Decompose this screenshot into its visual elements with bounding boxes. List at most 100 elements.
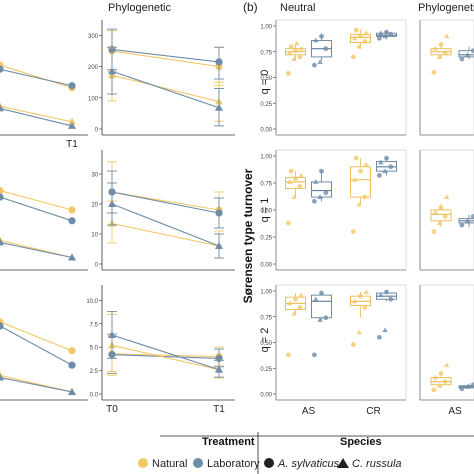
q-label-2: q = 2 bbox=[259, 328, 271, 353]
b-neutral-q2-box-1-1-pt-1 bbox=[382, 327, 388, 333]
b-neutral-q2-box-0-0-pt-3 bbox=[286, 300, 293, 306]
b-neutral-q2-box-1-0-pt-2 bbox=[323, 315, 329, 321]
a-phylo-q2-series-3-point-0 bbox=[108, 331, 116, 339]
b-neutral-q1-box-0-0-pt-1 bbox=[291, 194, 297, 200]
b-neutral-q0-box-1-0-pt-1 bbox=[317, 59, 323, 65]
b-neutral-q2-box-0-1-pt-2 bbox=[362, 305, 368, 310]
a-left-q1-series-3-line bbox=[0, 241, 73, 259]
b-neutral-q2-xtick-label-0: AS bbox=[302, 406, 316, 417]
a-phylo-q0-series-3-point-0 bbox=[108, 67, 116, 75]
facet-frame-0-0 bbox=[275, 19, 407, 136]
a-phylo-q0-series-2-line bbox=[111, 74, 220, 103]
a-left-q0-xtick-label-1: T1 bbox=[66, 139, 78, 150]
b-neutral-q1-box-0-1-pt-5 bbox=[363, 161, 370, 167]
a-phylo-q1-series-2-line bbox=[111, 222, 220, 247]
b-neutral-q0-box-0-0-pt-2 bbox=[297, 54, 303, 60]
b-neutral-q0-ytick-label-2: 0.50 bbox=[260, 76, 272, 82]
a-left-q1-series-0-point-1 bbox=[68, 206, 76, 214]
a-phylo-q1-series-1-point-1 bbox=[215, 209, 223, 217]
b-neutral-q1-box-1-0-pt-2 bbox=[323, 190, 329, 196]
a-phylo-q1-series-3-point-1 bbox=[215, 242, 223, 249]
b-neutral-q0-ytick-label-3: 0.75 bbox=[260, 50, 272, 56]
b-neutral-q1-box-0-0-pt-2 bbox=[297, 183, 303, 189]
b-neutral-q1-box-0-0-pt-5 bbox=[298, 172, 305, 178]
b-neutral-q2-box-0-0-pt-2 bbox=[297, 305, 303, 310]
b-phylo-q2-box-0-0-pt-1 bbox=[436, 382, 443, 388]
b-neutral-q1-box-1-1-pt-4 bbox=[384, 155, 389, 161]
b-neutral-q1-box-1-0-pt-3 bbox=[312, 179, 319, 184]
col-title-neutral: Neutral bbox=[280, 2, 315, 14]
a-phylo-q2-xtick-label-1: T1 bbox=[213, 404, 225, 415]
b-phylo-q1-box-0-0-pt-4 bbox=[438, 205, 444, 211]
a-phylo-q2-series-1-line bbox=[111, 354, 220, 359]
b-phylo-q1-box-0-0-pt-1 bbox=[436, 220, 443, 225]
a-phylo-q2-series-3-line bbox=[111, 334, 220, 371]
b-phylo-q0-box-0-0-pt-3 bbox=[432, 45, 439, 51]
b-neutral-q2-box-1-1-pt-0 bbox=[376, 334, 382, 340]
b-neutral-q0-box-0-0-pt-3 bbox=[286, 49, 293, 55]
b-neutral-q2-ytick-label-0: 0.00 bbox=[260, 393, 272, 399]
b-neutral-q2-xtick-label-1: CR bbox=[366, 406, 380, 417]
b-neutral-q2-box-0-0-pt-0 bbox=[285, 352, 291, 358]
b-phylo-q1-box-0-0-pt-5 bbox=[443, 194, 450, 200]
b-neutral-q1-box-0-1-pt-1 bbox=[356, 201, 362, 207]
b-phylo-q1-box-0-0-pt-0 bbox=[431, 229, 437, 235]
legend-species1-swatch bbox=[264, 458, 274, 468]
a-left-q2-series-3-line bbox=[0, 376, 73, 393]
b-neutral-q1-box-0-0-pt-4 bbox=[293, 176, 298, 182]
b-neutral-q0-box-0-1-pt-3 bbox=[351, 35, 358, 41]
q-label-0: q = 0 bbox=[259, 70, 271, 95]
b-neutral-q1-box-0-1-pt-3 bbox=[351, 176, 358, 182]
a-phylo-q0-series-1-line bbox=[111, 48, 220, 63]
a-phylo-q2-xtick-label-0: T0 bbox=[106, 404, 118, 415]
b-neutral-q1-box-1-1-pt-2 bbox=[388, 164, 394, 170]
b-phylo-q1-box-1-0-pt-1 bbox=[464, 218, 471, 223]
b-neutral-q0-box-0-1-pt-0 bbox=[350, 54, 356, 60]
a-phylo-q1-series-1-line bbox=[111, 191, 220, 214]
b-neutral-q1-box-1-1-pt-1 bbox=[382, 168, 388, 174]
legend-laboratory-swatch bbox=[193, 458, 203, 468]
b-phylo-q2-box-0-0-pt-0 bbox=[431, 387, 437, 393]
b-neutral-q2-ytick-label-3: 0.75 bbox=[260, 315, 272, 321]
a-left-q0-series-1-line bbox=[0, 68, 73, 87]
a-left-q0-series-1-point-1 bbox=[68, 82, 76, 90]
a-left-q0-series-3-point-1 bbox=[68, 121, 76, 129]
b-neutral-q0-box-0-0-pt-0 bbox=[285, 70, 291, 76]
b-neutral-q2-box-1-1-pt-2 bbox=[388, 296, 394, 302]
a-left-q1-series-3-point-0 bbox=[0, 238, 4, 246]
b-neutral-q0-box-1-0-pt-4 bbox=[319, 33, 324, 39]
b-phylo-q1-box-0-0-pt-3 bbox=[432, 209, 439, 215]
b-neutral-q2-box-0-0-pt-1 bbox=[291, 310, 297, 316]
b-neutral-q2-box-1-0-rect bbox=[311, 294, 332, 319]
b-phylo-q2-box-1-0-pt-1 bbox=[464, 383, 471, 389]
b-neutral-q1-box-1-1-pt-3 bbox=[377, 159, 384, 165]
b-neutral-q2-box-1-0-pt-1 bbox=[317, 317, 323, 322]
a-phylo-q2-ytick-label-1: 2.5 bbox=[90, 369, 99, 375]
a-phylo-q2-ytick-label-0: 0.0 bbox=[90, 393, 99, 399]
plots-layer: T1 0 100 200 300 0 10 20 30 0.0 2.5 5.0 7.5 10.0 T0 T1 0… bbox=[0, 19, 474, 417]
a-left-q0-series-0-line bbox=[0, 64, 73, 89]
b-phylo-q0-box-0-0-pt-5 bbox=[443, 33, 450, 39]
b-neutral-q0-ytick-label-1: 0.25 bbox=[260, 102, 272, 108]
b-neutral-q1-box-0-1-pt-0 bbox=[350, 229, 356, 235]
b-phylo-q2-box-1-0-pt-2 bbox=[470, 382, 474, 388]
legend-species1-label: A. sylvaticus bbox=[277, 458, 340, 470]
a-left-q0-series-1-point-0 bbox=[0, 65, 4, 73]
b-phylo-q2-box-0-0-pt-4 bbox=[438, 371, 444, 376]
b-phylo-q0-box-0-0-pt-0 bbox=[431, 69, 437, 75]
legend-treatment-title: Treatment bbox=[202, 436, 255, 448]
b-neutral-q1-ytick-label-1: 0.25 bbox=[260, 236, 272, 242]
a-left-q2-series-1-point-0 bbox=[0, 322, 4, 330]
b-phylo-q0-box-1-0-pt-2 bbox=[470, 48, 474, 54]
b-neutral-q0-box-0-1-pt-6 bbox=[353, 27, 359, 33]
b-neutral-q1-ytick-label-0: 0.00 bbox=[260, 263, 272, 269]
legend-laboratory-label: Laboratory bbox=[207, 458, 260, 470]
b-phylo-q1-box-1-0-pt-0 bbox=[459, 222, 465, 228]
b-neutral-q2-box-1-1-pt-3 bbox=[377, 292, 384, 298]
col-title-phylogenetic-a: Phylogenetic bbox=[108, 2, 171, 14]
legend-natural-swatch bbox=[138, 458, 148, 468]
b-neutral-q1-box-0-1-pt-2 bbox=[362, 194, 368, 200]
facet-frame-1-1 bbox=[419, 149, 474, 271]
b-phylo-q0-box-0-0-pt-4 bbox=[438, 42, 444, 47]
b-neutral-q2-box-0-1-pt-3 bbox=[351, 298, 358, 304]
